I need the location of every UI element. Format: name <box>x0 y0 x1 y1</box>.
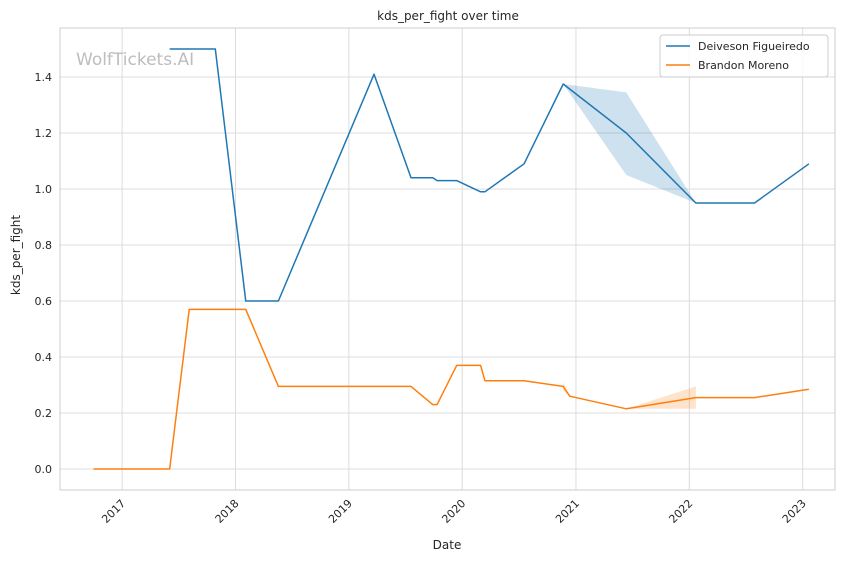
legend-label: Brandon Moreno <box>698 59 789 72</box>
y-tick-label: 1.2 <box>35 127 53 140</box>
x-tick-label: 2017 <box>99 497 128 526</box>
x-tick-label: 2019 <box>326 497 355 526</box>
plot-frame <box>59 27 836 491</box>
y-tick-label: 0.6 <box>35 295 53 308</box>
y-axis-ticks: 0.0 0.2 0.4 0.6 0.8 1.0 1.2 1.4 <box>35 71 53 476</box>
x-tick-label: 2023 <box>780 497 809 526</box>
confidence-bands <box>563 84 696 409</box>
chart-title: kds_per_fight over time <box>377 9 519 23</box>
y-axis-title: kds_per_fight <box>9 215 23 296</box>
x-axis-ticks: 2017 2018 2019 2020 2021 2022 2023 <box>99 497 809 526</box>
x-tick-label: 2020 <box>439 497 468 526</box>
y-tick-label: 0.8 <box>35 239 53 252</box>
x-tick-label: 2018 <box>213 497 242 526</box>
series-band-1 <box>563 382 696 409</box>
y-tick-label: 0.4 <box>35 351 53 364</box>
y-tick-label: 1.0 <box>35 183 53 196</box>
x-tick-label: 2021 <box>553 497 582 526</box>
legend-label: Deiveson Figueiredo <box>698 40 810 53</box>
x-tick-label: 2022 <box>666 497 695 526</box>
series-line-1 <box>93 308 810 470</box>
watermark: WolfTickets.AI <box>76 50 194 70</box>
grid <box>60 28 835 490</box>
series-line-0 <box>169 48 810 302</box>
legend-box <box>659 34 829 78</box>
series-band-0 <box>563 84 696 203</box>
x-axis-title: Date <box>433 538 462 552</box>
y-tick-label: 0.0 <box>35 463 53 476</box>
y-tick-label: 1.4 <box>35 71 53 84</box>
legend: Deiveson Figueiredo Brandon Moreno <box>659 34 829 78</box>
series-lines <box>93 48 810 470</box>
y-tick-label: 0.2 <box>35 407 53 420</box>
